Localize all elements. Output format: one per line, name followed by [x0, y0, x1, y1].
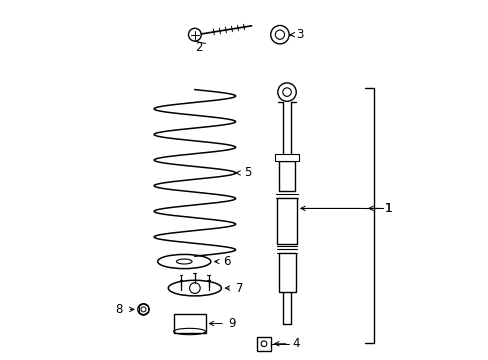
Text: 7: 7 [235, 282, 243, 294]
Text: 3: 3 [295, 28, 303, 41]
Text: 2: 2 [194, 41, 202, 54]
Bar [279, 161, 294, 191]
Bar [277, 198, 296, 244]
Text: 5: 5 [244, 166, 251, 179]
Bar [274, 154, 299, 161]
Text: 4: 4 [292, 337, 299, 350]
Text: 1: 1 [384, 202, 391, 215]
Bar [173, 314, 205, 333]
FancyBboxPatch shape [257, 337, 270, 351]
Bar [278, 253, 295, 292]
Text: 9: 9 [228, 317, 236, 330]
Text: 1: 1 [384, 202, 391, 215]
Text: 8: 8 [115, 303, 122, 316]
Text: 6: 6 [223, 255, 230, 268]
